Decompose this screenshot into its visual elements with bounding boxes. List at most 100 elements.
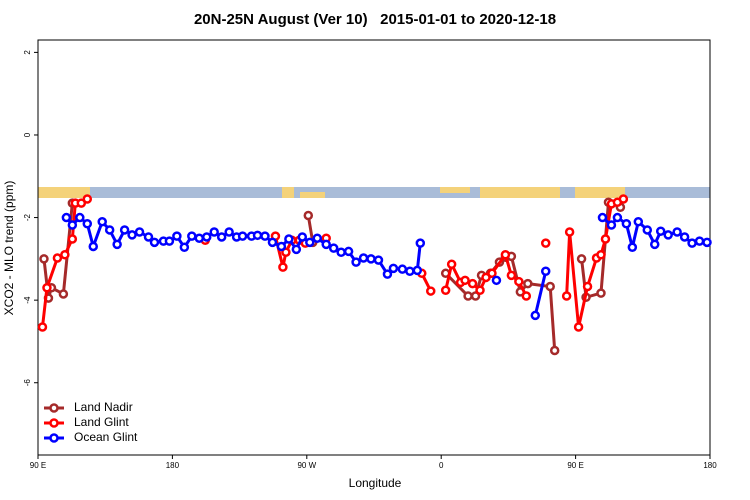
data-point xyxy=(514,276,524,287)
data-point xyxy=(523,278,533,289)
data-point xyxy=(312,233,323,243)
data-point xyxy=(649,239,660,250)
data-point xyxy=(540,266,551,276)
x-axis-label: Longitude xyxy=(349,476,402,490)
data-point xyxy=(252,230,263,241)
data-point xyxy=(412,265,423,276)
data-point xyxy=(60,249,70,260)
data-point xyxy=(440,285,451,295)
data-point xyxy=(119,225,130,235)
data-point xyxy=(209,227,219,237)
data-point xyxy=(305,237,315,248)
data-point xyxy=(633,216,644,227)
data-point xyxy=(500,249,511,260)
data-point xyxy=(321,239,331,250)
data-point xyxy=(694,236,705,246)
data-point xyxy=(506,270,517,281)
data-point xyxy=(194,233,205,243)
y-tick-label: 2 xyxy=(23,50,32,55)
data-point xyxy=(42,283,52,293)
data-point xyxy=(606,220,617,230)
data-point xyxy=(564,227,575,237)
data-point xyxy=(75,212,85,223)
data-point xyxy=(164,236,175,246)
data-point xyxy=(655,226,666,236)
data-point xyxy=(388,263,399,274)
data-point xyxy=(37,322,48,332)
y-axis-label: XCO2 - MLO trend (ppm) xyxy=(2,181,16,316)
data-point xyxy=(104,225,115,235)
data-point xyxy=(549,345,560,356)
chart-title: 20N-25N August (Ver 10) 2015-01-01 to 20… xyxy=(194,11,556,28)
data-point xyxy=(58,289,69,299)
x-tick-label: 90 W xyxy=(297,461,316,470)
x-tick-label: 90 E xyxy=(567,461,583,470)
data-point xyxy=(303,210,314,221)
legend-marker xyxy=(49,418,59,428)
data-point xyxy=(373,255,384,265)
legend-marker xyxy=(49,403,59,413)
data-point xyxy=(397,264,408,274)
y-tick-label: -6 xyxy=(23,379,32,387)
data-point xyxy=(336,247,346,257)
data-point xyxy=(475,285,485,295)
data-point xyxy=(487,268,497,279)
x-tick-label: 90 E xyxy=(30,461,46,470)
data-point xyxy=(679,232,690,242)
data-point xyxy=(576,254,587,264)
data-point xyxy=(52,253,63,263)
x-tick-label: 180 xyxy=(166,461,180,470)
data-point xyxy=(467,278,478,289)
data-point xyxy=(112,239,122,250)
data-point xyxy=(343,246,354,257)
data-point xyxy=(463,291,473,301)
data-point xyxy=(702,237,712,248)
data-point xyxy=(561,291,572,301)
data-point xyxy=(481,272,491,283)
data-point xyxy=(216,232,227,242)
series-line xyxy=(65,215,708,316)
data-point xyxy=(201,232,212,242)
data-point xyxy=(39,254,49,264)
data-point xyxy=(663,230,673,240)
data-point xyxy=(260,231,270,241)
plot-frame xyxy=(37,39,711,456)
legend-marker xyxy=(49,433,59,443)
data-point xyxy=(366,254,376,264)
data-point xyxy=(687,238,697,248)
data-point xyxy=(545,281,555,292)
series-line xyxy=(42,200,621,351)
data-point xyxy=(672,227,682,237)
data-point xyxy=(278,262,288,272)
data-point xyxy=(446,259,457,269)
data-point xyxy=(88,241,99,252)
data-point xyxy=(358,253,369,263)
data-point xyxy=(267,237,278,248)
data-point xyxy=(237,231,248,241)
data-point xyxy=(582,281,593,292)
data-point xyxy=(621,219,632,229)
data-point xyxy=(612,212,623,223)
data-point xyxy=(573,322,584,332)
data-point xyxy=(284,234,294,244)
data-point xyxy=(642,225,653,235)
data-point xyxy=(470,291,481,301)
data-point xyxy=(97,216,107,227)
data-point xyxy=(281,247,291,257)
x-tick-label: 180 xyxy=(703,461,717,470)
data-point xyxy=(297,232,308,242)
data-point xyxy=(521,291,532,301)
legend-label: Ocean Glint xyxy=(74,430,138,444)
data-point xyxy=(134,227,145,237)
data-point xyxy=(172,231,182,241)
data-point xyxy=(627,242,638,253)
data-point xyxy=(149,237,160,248)
data-point xyxy=(460,275,470,286)
data-point xyxy=(179,242,190,253)
legend-label: Land Nadir xyxy=(74,400,133,414)
data-point xyxy=(127,230,137,240)
data-point xyxy=(224,227,234,237)
data-point xyxy=(291,244,302,255)
data-point xyxy=(276,241,287,252)
data-point xyxy=(67,220,78,230)
